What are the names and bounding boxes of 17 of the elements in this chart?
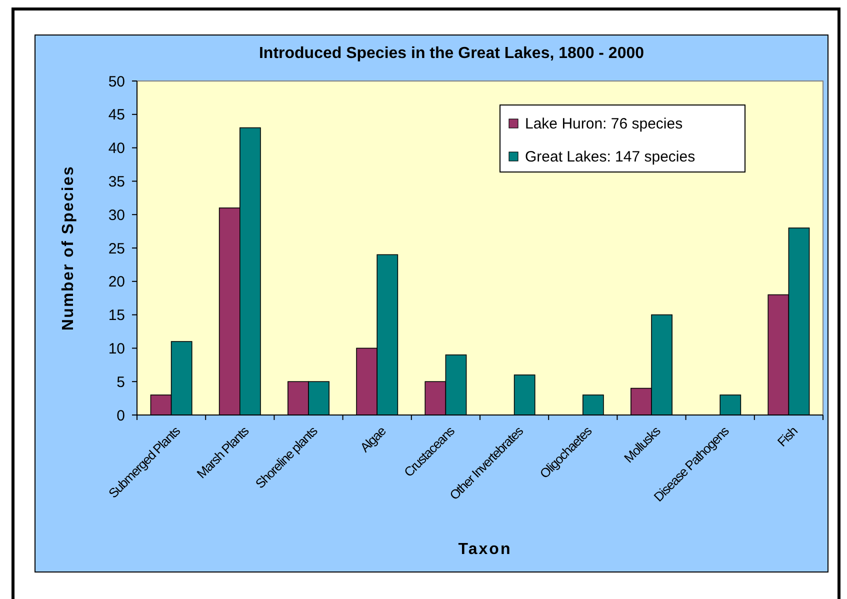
y-tick-label: 30 [108, 206, 125, 224]
y-tick-label: 45 [108, 106, 125, 124]
x-axis-title: Taxon [458, 541, 512, 558]
chart-title: Introduced Species in the Great Lakes, 1800 - 2000 [258, 45, 644, 62]
y-tick-label: 5 [116, 374, 125, 391]
y-tick-label: 50 [108, 73, 125, 90]
y-tick-label: 25 [108, 240, 125, 258]
y-tick-label: 10 [108, 340, 125, 358]
y-tick-label: 15 [108, 307, 125, 324]
legend-label: Great Lakes: 147 species [525, 148, 696, 166]
x-tick-label: Fish [774, 423, 800, 450]
y-tick-label: 40 [108, 140, 125, 158]
legend-label: Lake Huron: 76 species [525, 115, 683, 132]
y-tick-label: 35 [108, 173, 125, 190]
y-tick-label: 0 [116, 407, 125, 424]
y-tick-label: 20 [108, 274, 125, 291]
y-axis-title: Number of Species [60, 165, 77, 331]
